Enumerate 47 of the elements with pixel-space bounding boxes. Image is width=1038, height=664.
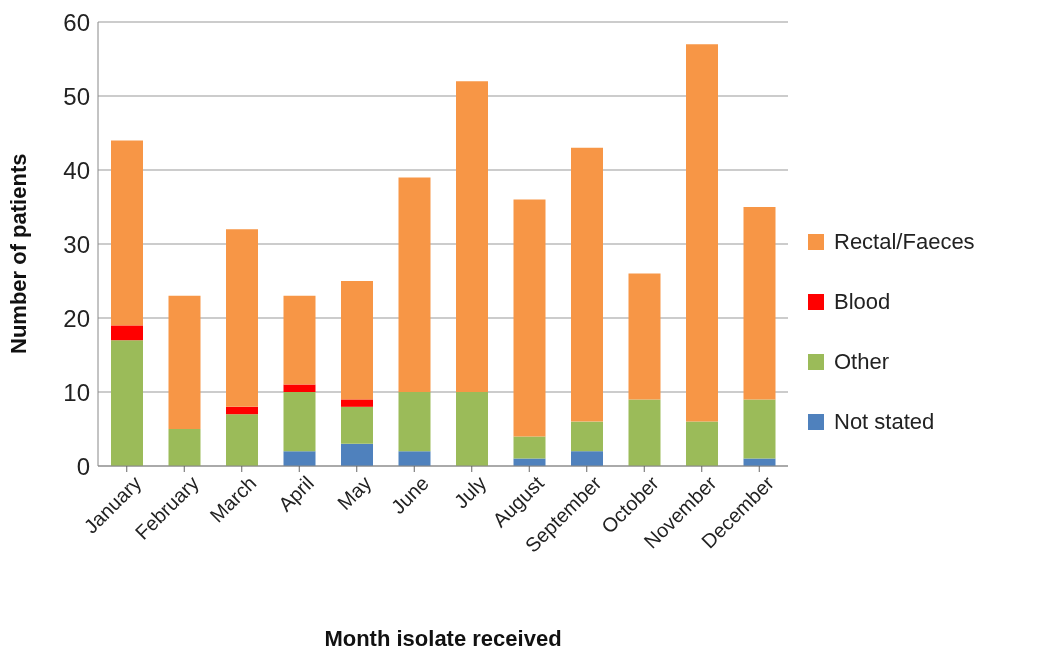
y-tick-label: 20 (63, 304, 90, 332)
bar (398, 451, 431, 466)
bar (226, 406, 258, 415)
bar (168, 429, 201, 466)
bar (111, 325, 143, 341)
bar (628, 273, 661, 400)
bar (341, 406, 373, 444)
y-tick-label: 60 (63, 8, 90, 36)
bar (571, 147, 603, 422)
bar (513, 436, 546, 459)
bar (686, 421, 718, 466)
bar (111, 340, 143, 466)
bar (283, 392, 316, 452)
bar (226, 229, 258, 407)
bar (513, 199, 546, 437)
y-tick-label: 10 (63, 378, 90, 406)
bar (341, 399, 373, 407)
bar (398, 392, 431, 452)
bar (456, 392, 488, 466)
bar (226, 414, 258, 466)
bar (283, 451, 316, 466)
x-axis-title: Month isolate received (324, 626, 562, 651)
bar (628, 399, 661, 466)
bar (571, 421, 603, 452)
bar (398, 177, 431, 392)
bar (686, 44, 718, 422)
bar (571, 451, 603, 466)
legend-label: Other (834, 349, 890, 375)
bar (341, 443, 373, 466)
y-tick-label: 40 (63, 156, 90, 184)
bar (283, 384, 316, 392)
y-tick-label: 0 (76, 452, 90, 480)
x-tick-label: July (449, 471, 491, 513)
y-tick-label: 30 (63, 230, 90, 258)
bar (341, 281, 373, 400)
legend-label: Not stated (834, 409, 935, 435)
bar (743, 399, 776, 459)
bar (168, 295, 201, 429)
bar (456, 81, 488, 392)
legend-label: Rectal/Faeces (834, 229, 975, 255)
bar (743, 207, 776, 400)
bar (111, 140, 143, 326)
bar (283, 295, 316, 385)
x-tick-label: May (333, 471, 376, 515)
y-tick-label: 50 (63, 82, 90, 110)
y-axis-title: Number of patients (5, 153, 31, 354)
legend-label: Blood (834, 289, 891, 315)
